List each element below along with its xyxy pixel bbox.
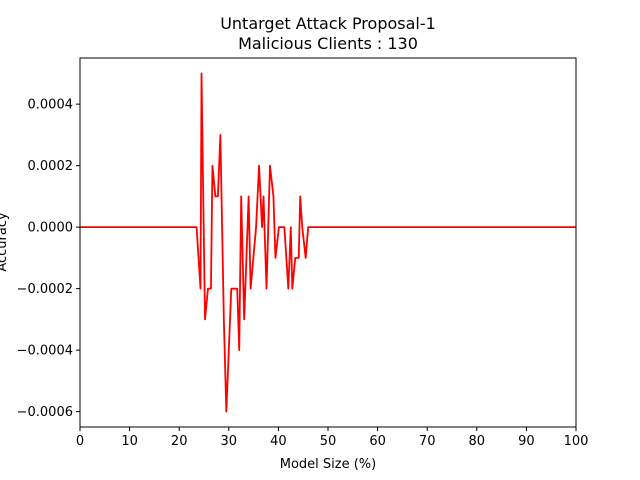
y-tick-label: −0.0004 <box>17 344 73 359</box>
x-tick-label: 50 <box>320 434 337 449</box>
y-tick-label: −0.0006 <box>17 405 73 420</box>
chart-title-line1: Untarget Attack Proposal-1 <box>220 14 436 33</box>
y-tick-label: −0.0002 <box>17 282 73 297</box>
x-tick-label: 30 <box>221 434 238 449</box>
x-tick-label: 70 <box>419 434 436 449</box>
y-axis-label: Accuracy <box>0 212 10 272</box>
x-axis-label: Model Size (%) <box>280 457 376 472</box>
series-line-0 <box>80 72 576 413</box>
x-tick-label: 20 <box>171 434 188 449</box>
x-tick-label: 40 <box>270 434 287 449</box>
x-tick-label: 60 <box>369 434 386 449</box>
y-tick-label: 0.0000 <box>28 221 74 236</box>
plot-area: 0 10 20 30 40 50 60 70 80 90 100 −0.0006 −0.0004 −0.0… <box>17 57 589 449</box>
x-tick-label: 90 <box>518 434 535 449</box>
chart-title-line2: Malicious Clients : 130 <box>238 34 418 53</box>
x-tick-label: 100 <box>564 434 589 449</box>
x-tick-label: 10 <box>121 434 138 449</box>
y-tick-label: 0.0002 <box>28 159 74 174</box>
y-tick-label: 0.0004 <box>28 98 74 113</box>
x-tick-label: 0 <box>76 434 84 449</box>
x-tick-label: 80 <box>469 434 486 449</box>
